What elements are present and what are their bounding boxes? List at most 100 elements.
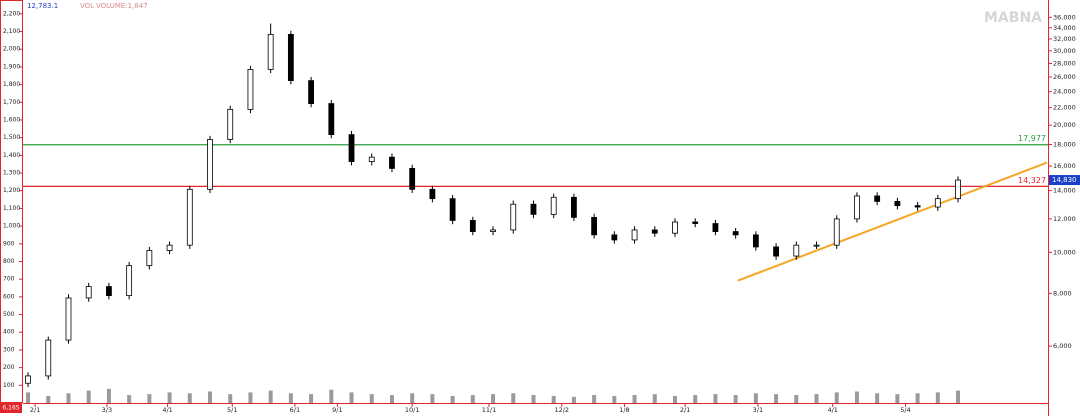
candle-body [934,198,941,208]
volume-bar [854,391,859,403]
volume-bar [187,393,192,403]
y2-tick-label: 1,300 [3,170,20,177]
volume-bar [491,394,496,403]
volume-bar [470,395,475,403]
y2-tick-label: 1,400 [3,152,20,159]
x-tick-label: 2/1 [680,406,690,414]
y2-tick-label: 1,200 [3,187,20,194]
y-tick-label: 26,000 [1053,73,1076,81]
volume-bar [814,394,819,403]
candle-body [429,188,436,200]
volume-bar [875,393,880,403]
x-tick-label: 6/1 [290,406,300,414]
x-tick-label: 12/2 [554,406,569,414]
y2-tick-label: 900 [3,240,15,247]
candle-body [732,231,739,236]
candle-body [914,205,921,208]
volume-bar [329,389,334,403]
volume-bar [652,394,657,403]
y2-tick-label: 800 [3,258,15,265]
x-tick-label: 5/4 [900,406,910,414]
volume-bar [733,395,738,403]
volume-bar [26,392,31,403]
y2-tick-label: 1,000 [3,223,20,230]
candle-body [106,286,112,297]
candle-body [793,244,800,257]
volume-bar [410,393,415,403]
y-tick-label: 36,000 [1053,13,1076,21]
volume-bar [672,395,677,403]
x-tick-label: 1/8 [619,406,629,414]
y-tick-label: 6,000 [1053,342,1072,350]
candle-body [672,221,678,234]
y2-tick-label: 1,500 [3,134,20,141]
candle-body [955,179,961,200]
volume-bar [389,395,394,403]
y2-tick-label: 2,200 [3,10,20,17]
x-tick-label: 11/1 [482,406,497,414]
candle-body [631,229,638,241]
y-tick-label: 18,000 [1053,141,1076,149]
volume-bar [753,393,758,403]
candle-body [571,196,577,218]
y2-tick-label: 400 [3,329,15,336]
volume-bar [794,395,799,403]
candle-body [146,250,153,267]
y2-tick-label: 200 [3,364,15,371]
volume-bar [774,394,779,403]
y2-tick-label: 1,700 [3,99,20,106]
x-tick-label: 2/1 [30,406,40,414]
y-tick-label: 24,000 [1053,88,1076,96]
y-tick-label: 32,000 [1053,35,1076,43]
candle-body [85,286,92,299]
y-tick-label: 8,000 [1053,289,1072,297]
x-tick-label: 3/3 [102,406,112,414]
watermark: MABNA [984,10,1042,26]
y2-tick-label: 2,100 [3,28,20,35]
x-tick-label: 4/1 [827,406,837,414]
volume-bar [127,395,132,403]
candle-body [267,34,274,70]
level-label: 14,327 [1018,176,1046,185]
header-value: 12,783.1 [27,2,58,10]
y2-tick-label: 1,100 [3,205,20,212]
y-tick-label: 28,000 [1053,59,1076,67]
candle-body [308,80,314,104]
volume-bar [450,395,455,403]
last-price-label: 14,830 [1052,176,1077,184]
volume-bar [531,395,536,403]
y2-tick-label: 300 [3,346,15,353]
volume-bar [551,395,556,403]
candle-body [328,103,335,135]
candle-body [389,156,395,169]
candle-body [287,34,294,81]
volume-bar [106,388,111,403]
candle-body [651,229,658,234]
candle-body [530,203,537,215]
candle-body [510,203,517,231]
y2-tick-label: 100 [3,382,15,389]
y-tick-label: 30,000 [1053,47,1076,55]
candle-body [25,375,31,384]
x-tick-label: 3/1 [753,406,763,414]
candle-body [692,221,699,224]
volume-bar [309,394,314,403]
volume-bar [167,392,172,403]
volume-bar [935,392,940,403]
candle-body [833,218,840,246]
candle-body [409,168,416,190]
candle-body [550,196,557,215]
candle-body [591,216,598,236]
volume-bar [228,394,233,403]
y2-tick-label: 1,600 [3,116,20,123]
volume-bar [369,394,374,403]
left-axis-frame [0,0,23,403]
candle-body [813,244,820,247]
y2-tick-label: 1,900 [3,63,20,70]
volume-bar [956,390,961,403]
last-price-box [1049,175,1080,186]
corner-box [0,403,22,413]
volume-bar [612,395,617,403]
volume-bar [268,390,273,403]
y2-tick-label: 700 [3,276,15,283]
